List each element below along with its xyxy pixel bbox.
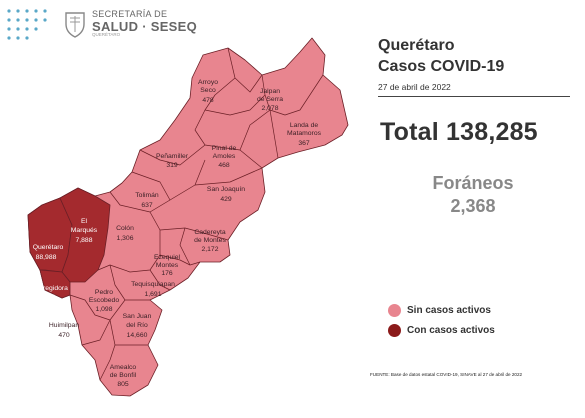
svg-text:de Serra: de Serra — [257, 96, 283, 103]
title-subject: Casos COVID-19 — [378, 58, 505, 75]
svg-text:Peñamiller: Peñamiller — [156, 153, 189, 160]
svg-text:478: 478 — [202, 97, 214, 104]
label-corregidora: Corregidora 8,887 — [32, 285, 68, 301]
institution-line2: SALUD · SESEQ — [92, 18, 198, 34]
svg-text:Landa de: Landa de — [290, 122, 319, 129]
legend-swatch-inactive — [388, 304, 401, 317]
svg-text:San Juan: San Juan — [123, 313, 152, 320]
legend-item-inactive: Sin casos activos — [388, 304, 491, 317]
svg-text:Amoles: Amoles — [213, 153, 236, 160]
svg-text:San Joaquín: San Joaquín — [207, 186, 245, 193]
institution-line3: QUERÉTARO — [92, 32, 121, 38]
svg-text:Tequisquiapan: Tequisquiapan — [131, 281, 175, 288]
svg-text:Arroyo: Arroyo — [198, 79, 218, 86]
source-note: FUENTE: Base de datos estatal COVID-19, … — [370, 372, 523, 377]
svg-text:1,306: 1,306 — [116, 235, 133, 242]
page-title: Querétaro Casos COVID-19 — [378, 35, 504, 77]
svg-text:176: 176 — [161, 270, 173, 277]
svg-text:470: 470 — [58, 332, 70, 339]
label-penamiller: Peñamiller 319 — [156, 153, 189, 169]
svg-text:1,098: 1,098 — [95, 306, 112, 313]
svg-text:319: 319 — [166, 162, 178, 169]
svg-text:Montes: Montes — [156, 262, 179, 269]
dot-grid-icon — [7, 9, 47, 40]
svg-text:1,691: 1,691 — [144, 291, 161, 298]
svg-text:El: El — [81, 218, 88, 225]
label-colon: Colón 1,306 — [116, 225, 134, 242]
label-jalpan: Jalpan de Serra 2,078 — [257, 88, 283, 112]
title-state: Querétaro — [378, 37, 455, 54]
legend-label-inactive: Sin casos activos — [407, 305, 491, 316]
foraneos-label: Foráneos — [432, 173, 514, 193]
label-san-joaquin: San Joaquín 429 — [207, 186, 245, 203]
label-amealco: Amealco de Bonfil 805 — [110, 364, 137, 388]
svg-text:Jalpan: Jalpan — [260, 88, 280, 95]
svg-text:Matamoros: Matamoros — [287, 130, 322, 137]
svg-text:88,988: 88,988 — [36, 254, 57, 261]
label-tequisquiapan: Tequisquiapan 1,691 — [131, 281, 175, 298]
label-pinal: Pinal de Amoles 468 — [212, 145, 237, 169]
institution-line1: SECRETARÍA DE — [92, 9, 168, 20]
svg-text:Ezequiel: Ezequiel — [154, 254, 181, 261]
svg-text:Huimilpan: Huimilpan — [49, 322, 79, 329]
legend-item-active: Con casos activos — [388, 324, 495, 337]
institution-header: SECRETARÍA DE SALUD · SESEQ QUERÉTARO — [64, 9, 198, 38]
label-landa: Landa de Matamoros 367 — [287, 122, 322, 147]
label-arroyo-seco: Arroyo Seco 478 — [198, 79, 218, 104]
state-crest-icon — [65, 12, 85, 38]
svg-text:Seco: Seco — [200, 87, 216, 94]
svg-text:Tolimán: Tolimán — [135, 192, 159, 199]
label-ezequiel: Ezequiel Montes 176 — [154, 254, 181, 277]
label-pedro-escobedo: Pedro Escobedo 1,098 — [89, 289, 119, 313]
svg-text:Corregidora: Corregidora — [32, 285, 68, 292]
svg-text:Marqués: Marqués — [71, 227, 98, 234]
svg-text:805: 805 — [117, 381, 129, 388]
svg-text:2,172: 2,172 — [201, 246, 218, 253]
svg-text:8,887: 8,887 — [37, 294, 54, 301]
svg-text:2,078: 2,078 — [261, 105, 278, 112]
total-cases: Total 138,285 — [380, 118, 538, 146]
svg-text:14,660: 14,660 — [127, 332, 148, 339]
svg-text:367: 367 — [298, 140, 310, 147]
svg-text:637: 637 — [141, 202, 153, 209]
legend-label-active: Con casos activos — [407, 325, 495, 336]
svg-text:429: 429 — [220, 196, 232, 203]
svg-text:7,888: 7,888 — [75, 237, 92, 244]
svg-text:Colón: Colón — [116, 225, 134, 232]
svg-text:Pinal de: Pinal de — [212, 145, 237, 152]
label-san-juan: San Juan del Río 14,660 — [123, 313, 152, 339]
legend-swatch-active — [388, 324, 401, 337]
svg-text:Amealco: Amealco — [110, 364, 137, 371]
svg-text:Cadereyta: Cadereyta — [194, 229, 226, 236]
svg-text:Pedro: Pedro — [95, 289, 113, 296]
label-queretaro: Querétaro 88,988 — [33, 244, 64, 261]
svg-text:de Bonfil: de Bonfil — [110, 372, 137, 379]
foraneos-block: Foráneos 2,368 — [418, 172, 528, 218]
svg-text:de Montes: de Montes — [194, 237, 226, 244]
label-el-marques: El Marqués 7,888 — [71, 218, 98, 244]
svg-text:468: 468 — [218, 162, 230, 169]
label-huimilpan: Huimilpan 470 — [49, 322, 79, 339]
svg-text:Querétaro: Querétaro — [33, 244, 64, 251]
date-divider — [378, 96, 570, 97]
foraneos-value: 2,368 — [450, 196, 496, 216]
svg-text:del Río: del Río — [126, 322, 148, 329]
label-cadereyta: Cadereyta de Montes 2,172 — [194, 229, 226, 253]
svg-text:Escobedo: Escobedo — [89, 297, 119, 304]
label-toliman: Tolimán 637 — [135, 192, 159, 209]
report-date: 27 de abril de 2022 — [378, 82, 451, 92]
